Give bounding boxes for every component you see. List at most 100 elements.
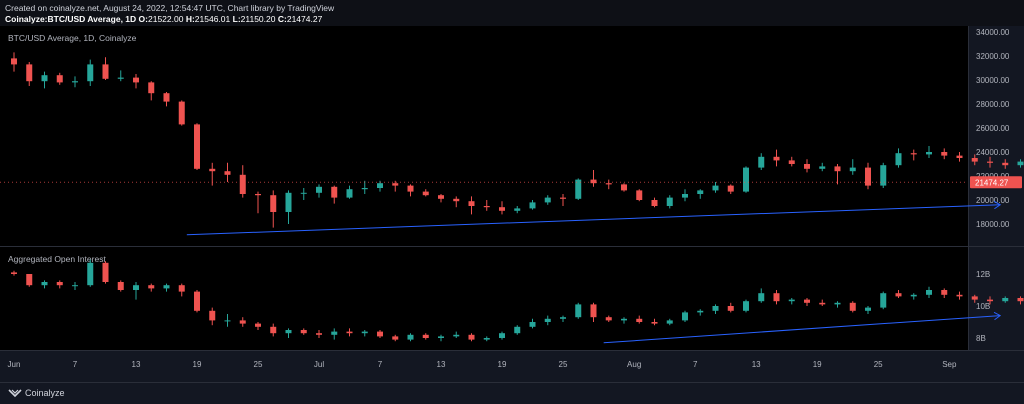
candle-body xyxy=(87,64,94,82)
candle-body xyxy=(346,331,353,334)
y-tick-label: 28000.00 xyxy=(976,100,1010,109)
candle-body xyxy=(26,64,33,82)
candle-body xyxy=(697,190,704,194)
candle-body xyxy=(422,334,429,338)
candle-body xyxy=(11,58,17,65)
candle-body xyxy=(834,302,841,305)
candle-body xyxy=(361,188,368,190)
candle-body xyxy=(102,262,109,282)
candle-body xyxy=(270,326,277,334)
candle-body xyxy=(666,320,673,324)
pane-background xyxy=(0,247,968,350)
candle-body xyxy=(987,299,993,302)
candle-body xyxy=(682,194,688,198)
candle-body xyxy=(117,282,124,290)
candle-body xyxy=(605,183,612,185)
candle-body xyxy=(712,306,719,311)
trend-line-arrow xyxy=(993,311,1002,321)
x-tick-label: 13 xyxy=(132,360,141,369)
candle-body xyxy=(163,93,170,102)
candle-body xyxy=(148,82,155,94)
open-value: 21522.00 xyxy=(147,14,184,24)
candle-body xyxy=(392,183,399,186)
candle-body xyxy=(788,160,795,164)
candle-body xyxy=(377,183,383,188)
candle-body xyxy=(834,166,841,172)
candle-body xyxy=(316,333,322,335)
price-scale-background xyxy=(968,26,1024,246)
pane-title: Aggregated Open Interest xyxy=(8,254,106,264)
low-value: 21150.20 xyxy=(240,14,276,24)
candle-body xyxy=(682,312,688,321)
candle-body xyxy=(483,338,490,340)
chart-area[interactable]: BTC/USD Average, 1D, Coinalyze Aggregated… xyxy=(0,26,1024,382)
candle-body xyxy=(483,206,490,208)
candle-body xyxy=(910,294,917,297)
candle-body xyxy=(804,299,810,303)
last-price-label: 21474.27 xyxy=(975,178,1009,187)
x-tick-label: 7 xyxy=(693,360,698,369)
candle-body xyxy=(956,155,963,158)
y-tick-label: 34000.00 xyxy=(976,28,1010,37)
candle-body xyxy=(255,194,261,196)
symbol-ohlc-line: Coinalyze:BTC/USD Average, 1D O:21522.00… xyxy=(5,14,322,24)
candle-body xyxy=(758,293,765,302)
x-tick-label: 7 xyxy=(73,360,78,369)
x-tick-label: 19 xyxy=(813,360,822,369)
candle-body xyxy=(727,185,734,192)
candle-body xyxy=(865,167,871,186)
candle-body xyxy=(11,272,17,274)
candle-body xyxy=(209,310,216,321)
x-tick-label: 25 xyxy=(559,360,568,369)
symbol-name: Coinalyze:BTC/USD Average, 1D xyxy=(5,14,137,24)
x-tick-label: Jul xyxy=(314,360,324,369)
candle-body xyxy=(178,101,185,125)
y-tick-label: 24000.00 xyxy=(976,148,1010,157)
candle-body xyxy=(605,317,612,321)
candle-body xyxy=(758,156,765,168)
candle-body xyxy=(1002,162,1009,166)
candle-body xyxy=(407,334,414,340)
y-tick-label: 12B xyxy=(976,270,990,279)
brand-name: Coinalyze xyxy=(25,388,65,398)
candle-body xyxy=(72,81,78,83)
candle-body xyxy=(895,153,902,166)
candle-body xyxy=(895,293,902,297)
x-tick-label: Jun xyxy=(8,360,21,369)
candle-body xyxy=(438,336,444,338)
close-value: 21474.27 xyxy=(286,14,323,24)
candle-body xyxy=(72,285,78,287)
candle-body xyxy=(926,290,932,295)
candle-body xyxy=(209,168,216,172)
candle-body xyxy=(239,174,246,194)
trend-line-arrow xyxy=(993,200,1002,210)
x-tick-label: 19 xyxy=(193,360,202,369)
candle-body xyxy=(300,192,307,194)
candle-body xyxy=(41,282,48,286)
candle-body xyxy=(560,197,566,199)
candle-body xyxy=(971,296,978,300)
candle-body xyxy=(514,326,521,334)
candle-body xyxy=(529,202,536,209)
candle-body xyxy=(26,274,33,286)
candle-body xyxy=(346,189,353,198)
candle-body xyxy=(1002,298,1009,302)
low-key: L: xyxy=(232,14,241,24)
candle-body xyxy=(941,152,948,156)
candle-body xyxy=(544,318,551,322)
candle-body xyxy=(422,191,429,196)
y-tick-label: 18000.00 xyxy=(976,220,1010,229)
last-price-tag xyxy=(970,176,1022,189)
candle-body xyxy=(133,285,139,290)
y-tick-label: 20000.00 xyxy=(976,196,1010,205)
candle-body xyxy=(712,185,719,191)
candle-body xyxy=(285,192,292,212)
candle-body xyxy=(361,331,368,334)
x-tick-label: Sep xyxy=(942,360,957,369)
trend-line xyxy=(186,204,1001,236)
candles-group xyxy=(11,52,1024,228)
candle-body xyxy=(194,124,200,169)
candle-body xyxy=(773,156,780,161)
candle-body xyxy=(819,302,826,305)
x-tick-label: 7 xyxy=(378,360,383,369)
